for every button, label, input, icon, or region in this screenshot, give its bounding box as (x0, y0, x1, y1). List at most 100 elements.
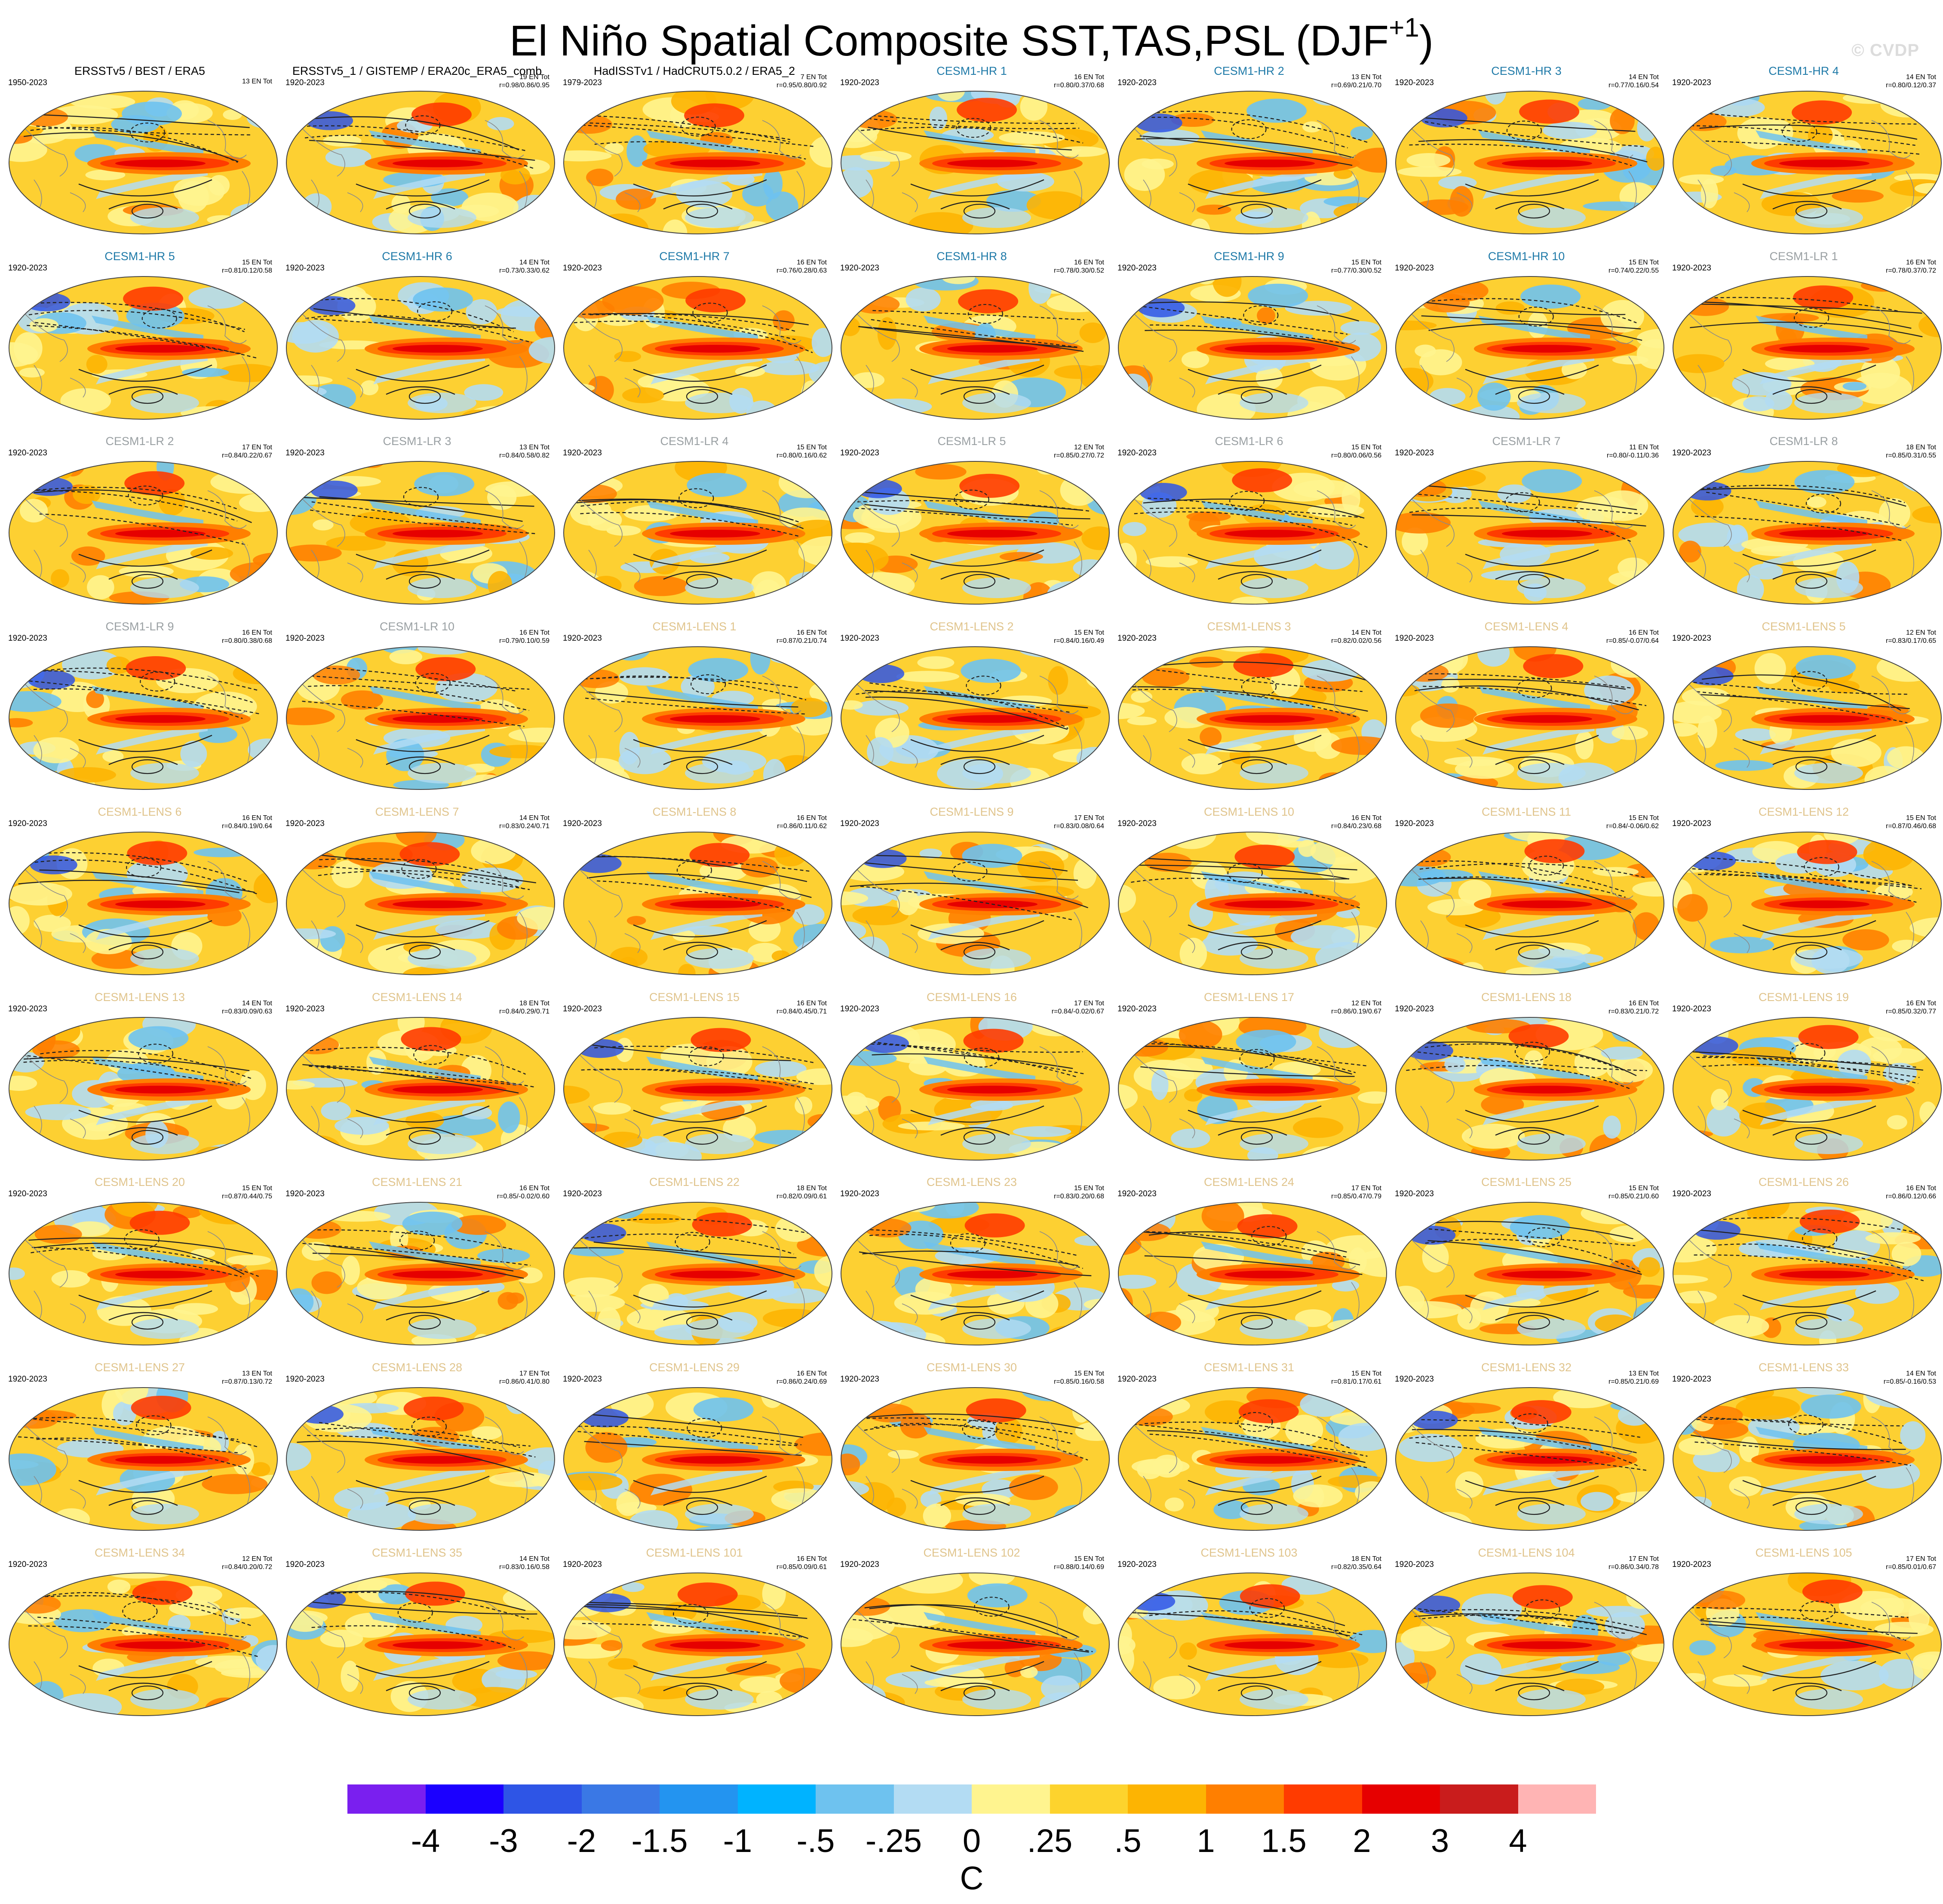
coastline (1689, 499, 1732, 547)
psl-contour (910, 1661, 1044, 1678)
anomaly-patch (1681, 1673, 1707, 1682)
coastline (207, 861, 247, 900)
psl-contour (856, 690, 1068, 729)
anomaly-patch (51, 1270, 90, 1288)
psl-contour (864, 504, 1090, 520)
enso-warm-core (115, 1456, 206, 1464)
psl-contour (633, 364, 767, 382)
panel-event-count: 14 EN Tot (1906, 74, 1936, 81)
map-border (286, 1572, 555, 1716)
panel-event-count: 16 EN Tot (519, 1185, 549, 1192)
cool-tongue-north (369, 871, 481, 897)
psl-contour (1139, 135, 1353, 166)
psl-contour (305, 314, 532, 343)
aleutian-low-contour (1525, 1599, 1560, 1619)
psl-contour (1693, 682, 1910, 695)
anomaly-patch (1153, 1675, 1201, 1699)
map-panel: CESM1-LENS 15 1920-2023 16 EN Tot r=0.84/0.… (557, 982, 832, 1163)
south-pacific-high-contour (1518, 574, 1550, 589)
anomaly-patch (1913, 1651, 1941, 1670)
coastline (347, 192, 363, 212)
panel-pattern-correlation: r=0.80/-0.11/0.36 (1606, 452, 1659, 460)
coastline (34, 365, 42, 396)
cool-tongue-south (1483, 169, 1594, 199)
eurasia-anomaly (306, 111, 353, 130)
panel-event-count: 15 EN Tot (1074, 1185, 1104, 1192)
anomaly-patch (1706, 1105, 1741, 1136)
south-pacific-high-contour (408, 1500, 441, 1515)
anomaly-patch (540, 193, 555, 217)
panel-title: CESM1-LR 3 (383, 435, 451, 448)
anomaly-patch (1073, 276, 1109, 291)
map-plot (1673, 1202, 1942, 1346)
aleutian-low-contour (411, 1416, 447, 1437)
psl-contour (633, 1661, 767, 1678)
coastline (857, 1240, 900, 1288)
psl-contour (872, 310, 1084, 320)
anomaly-patch (1427, 899, 1485, 915)
coastline (1412, 869, 1455, 918)
enso-warm-core (1225, 1641, 1315, 1649)
psl-contour (1742, 734, 1876, 752)
psl-contour (594, 1045, 815, 1063)
psl-contour (108, 386, 178, 395)
aleutian-low-contour (1249, 1598, 1285, 1618)
cool-tongue-south (1205, 1280, 1317, 1311)
map-border (1395, 1016, 1664, 1161)
anomaly-patch (1633, 1144, 1664, 1160)
southern-ocean-anomaly (130, 1503, 199, 1524)
psl-contour (1218, 571, 1287, 580)
anomaly-patch (567, 1247, 624, 1257)
map-panel: CESM1-HR 1 1920-2023 16 EN Tot r=0.80/0.37/… (834, 56, 1110, 236)
panel-years: 1920-2023 (285, 263, 325, 273)
map-border (1118, 831, 1387, 975)
map-panel: CESM1-LENS 19 1920-2023 16 EN Tot r=0.85/0.… (1666, 982, 1942, 1163)
cool-tongue-south (1205, 169, 1317, 199)
panel-event-count: 15 EN Tot (1629, 258, 1659, 266)
southern-ocean-anomaly (1794, 1318, 1863, 1339)
coastline (580, 1610, 623, 1658)
map-plot (563, 646, 832, 790)
anomaly-patch (1597, 490, 1648, 521)
map-plot (1673, 1016, 1942, 1161)
anomaly-patch (462, 1106, 492, 1120)
coastline (1179, 748, 1195, 768)
panel-title: CESM1-LENS 29 (649, 1360, 740, 1374)
anomaly-patch (575, 758, 624, 781)
coastline (1628, 541, 1637, 580)
anomaly-patch (604, 143, 624, 154)
coastline (485, 861, 524, 900)
panel-title: CESM1-LENS 32 (1481, 1360, 1572, 1374)
psl-contour (850, 882, 1088, 908)
coastline (1143, 365, 1151, 396)
anomaly-patch (1441, 677, 1460, 693)
south-pacific-high-contour (1518, 389, 1550, 404)
arctic-anomaly (1248, 283, 1308, 308)
enso-warm-core (1502, 715, 1592, 723)
anomaly-patch (9, 647, 52, 659)
cool-tongue-north (92, 1612, 203, 1638)
anomaly-patch (289, 91, 344, 98)
psl-contour (1218, 1127, 1287, 1136)
anomaly-patch (1396, 1686, 1412, 1709)
cool-tongue-north (369, 130, 481, 157)
anomaly-patch (1255, 366, 1283, 390)
coastline (242, 1097, 250, 1136)
enso-warm-core (947, 1085, 1037, 1093)
south-pacific-high-contour (1518, 759, 1550, 774)
coastline (1039, 1046, 1079, 1085)
anomaly-patch (1028, 832, 1090, 841)
cool-tongue-south (651, 1094, 762, 1125)
panel-title: CESM1-LENS 28 (371, 1360, 463, 1374)
panel-title: CESM1-LENS 7 (375, 805, 459, 818)
coastline (866, 550, 874, 580)
anomaly-patch (1689, 1640, 1716, 1655)
coastline (1039, 1231, 1079, 1270)
anomaly-patch (1645, 395, 1664, 419)
panel-event-count: 16 EN Tot (242, 629, 272, 637)
map-border (563, 831, 832, 975)
panel-title: CESM1-LENS 9 (930, 805, 1014, 818)
coastline (1697, 1476, 1706, 1507)
psl-contour (1700, 694, 1910, 709)
south-pacific-high-contour (408, 1685, 441, 1700)
